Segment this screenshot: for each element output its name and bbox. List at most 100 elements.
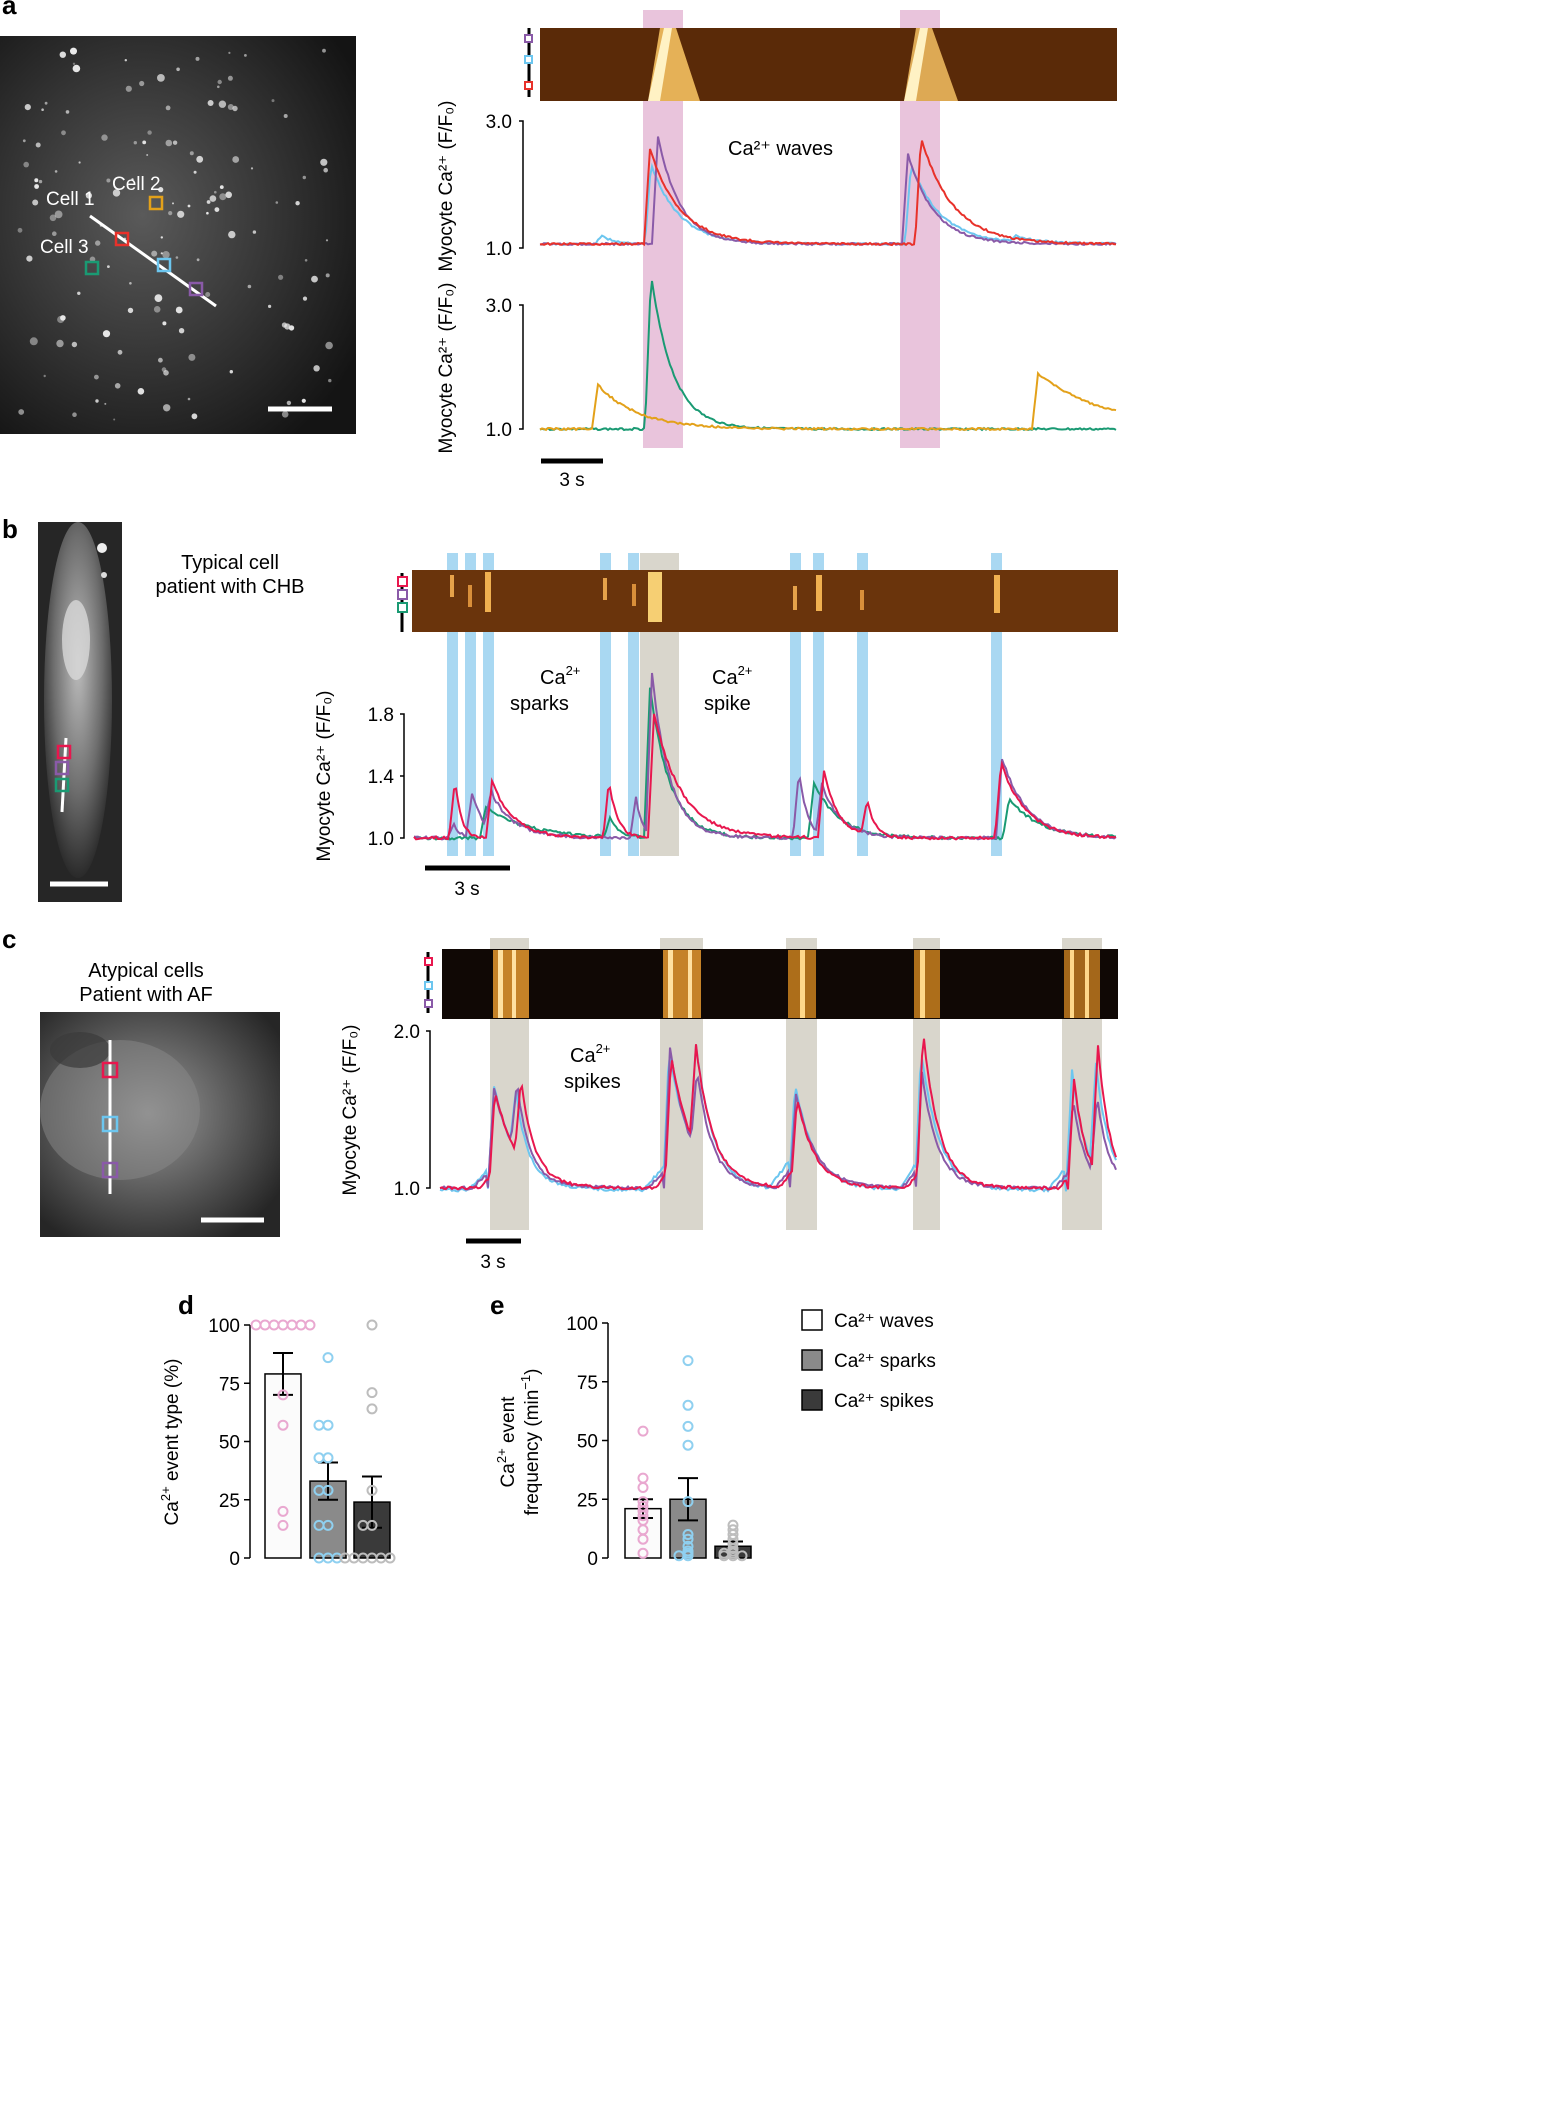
ylabel-e-line1: Ca2+ event xyxy=(494,1396,519,1488)
caption-b-line1: Typical cell xyxy=(181,552,279,574)
kymograph-c xyxy=(424,949,1118,1019)
speckle xyxy=(284,323,291,330)
line-scan-a xyxy=(89,214,217,308)
caption-c-line2: Patient with AF xyxy=(79,984,212,1006)
ytick-c-0: 2.0 xyxy=(394,1022,420,1043)
speckle xyxy=(193,170,197,174)
speckle xyxy=(95,399,99,403)
speckle xyxy=(302,296,308,301)
data-point xyxy=(366,1403,378,1415)
speckle xyxy=(219,193,227,201)
panel-letter-b: b xyxy=(2,514,18,544)
annotation-ca-waves: Ca²⁺ waves xyxy=(728,138,833,160)
micrograph-c xyxy=(40,1012,280,1237)
speckle xyxy=(114,383,121,389)
speckle xyxy=(89,256,96,263)
axis-c: 2.0 1.0 xyxy=(394,1022,431,1200)
cell-3-label: Cell 3 xyxy=(40,237,89,258)
speckle xyxy=(177,210,185,218)
speckle xyxy=(175,256,179,259)
y-tick-label: 25 xyxy=(219,1491,240,1512)
data-point xyxy=(322,1352,334,1364)
speckle xyxy=(60,315,66,321)
speckle xyxy=(160,236,163,239)
speckle xyxy=(112,189,121,197)
data-point xyxy=(366,1484,378,1496)
speckle xyxy=(313,365,320,372)
speckle xyxy=(17,227,23,233)
data-point xyxy=(682,1496,694,1508)
speckle xyxy=(172,140,178,145)
ytick-a1-top: 3.0 xyxy=(486,112,512,133)
speckle xyxy=(207,100,214,106)
speckle xyxy=(94,374,99,380)
ylabel-b: Myocyte Ca²⁺ (F/F₀) xyxy=(314,691,335,862)
speckle xyxy=(214,190,217,194)
speckle xyxy=(227,75,233,81)
speckle xyxy=(178,328,185,334)
speckle xyxy=(153,306,161,313)
speckle xyxy=(129,282,132,285)
speckle xyxy=(127,307,134,314)
legend-label-sparks: Ca²⁺ sparks xyxy=(834,1351,936,1372)
roi-green-a xyxy=(84,260,100,276)
speckle xyxy=(252,230,257,234)
speckle xyxy=(325,341,333,350)
speckle xyxy=(41,108,44,111)
speckle xyxy=(311,275,318,283)
speckle xyxy=(271,99,275,103)
speckle xyxy=(163,370,169,376)
data-point xyxy=(384,1552,396,1564)
speckle xyxy=(107,265,110,268)
data-point xyxy=(286,1319,298,1331)
speckle xyxy=(38,179,43,184)
data-point xyxy=(682,1533,694,1545)
speckle xyxy=(191,413,198,420)
speckle xyxy=(49,214,57,222)
speckle xyxy=(304,259,308,262)
speckle xyxy=(34,184,39,189)
speckle xyxy=(32,199,39,206)
speckle xyxy=(301,398,306,403)
roi-red-a xyxy=(114,231,130,247)
speckle xyxy=(168,211,173,216)
speckle xyxy=(54,210,63,219)
speckle xyxy=(209,195,217,202)
ylabel-d: Ca2+ event type (%) xyxy=(158,1359,183,1526)
panel-letter-d: d xyxy=(178,1290,194,1320)
data-point xyxy=(322,1452,334,1464)
legend-swatch-sparks xyxy=(801,1349,823,1371)
ytick-a2-bottom: 1.0 xyxy=(486,420,512,441)
ylabel-c: Myocyte Ca²⁺ (F/F₀) xyxy=(340,1025,361,1196)
ytick-b-0: 1.8 xyxy=(368,705,394,726)
cell-2-label: Cell 2 xyxy=(112,174,161,195)
speckle xyxy=(286,400,292,406)
scale-label-b: 3 s xyxy=(454,879,479,900)
speckle xyxy=(228,51,231,55)
data-point xyxy=(682,1439,694,1451)
speckle xyxy=(125,85,132,92)
speckle xyxy=(24,104,31,111)
speckle xyxy=(206,200,211,204)
data-point xyxy=(313,1452,325,1464)
chart-d: 0 25 50 75 100 xyxy=(208,1316,396,1570)
caption-c-line1: Atypical cells xyxy=(88,960,204,982)
legend: Ca²⁺ waves Ca²⁺ sparks Ca²⁺ spikes xyxy=(801,1309,936,1412)
annotation-spikes-1: Ca2+ xyxy=(570,1041,610,1067)
ylabel-a1: Myocyte Ca²⁺ (F/F₀) xyxy=(436,101,457,272)
data-point xyxy=(637,1533,649,1545)
roi-green-b xyxy=(54,777,70,793)
data-point xyxy=(682,1399,694,1411)
micrograph-a: Cell 1 Cell 2 Cell 3 xyxy=(0,36,356,434)
speckle xyxy=(34,178,39,183)
y-tick-label: 50 xyxy=(577,1432,598,1453)
speckle xyxy=(172,202,174,205)
speckle xyxy=(247,284,252,289)
data-point xyxy=(718,1550,730,1562)
speckle xyxy=(218,100,227,108)
roi-purple-c xyxy=(101,1161,119,1179)
micrograph-b xyxy=(38,522,122,902)
speckle xyxy=(165,139,173,147)
speckle xyxy=(133,141,137,145)
ytick-c-1: 1.0 xyxy=(394,1179,420,1200)
